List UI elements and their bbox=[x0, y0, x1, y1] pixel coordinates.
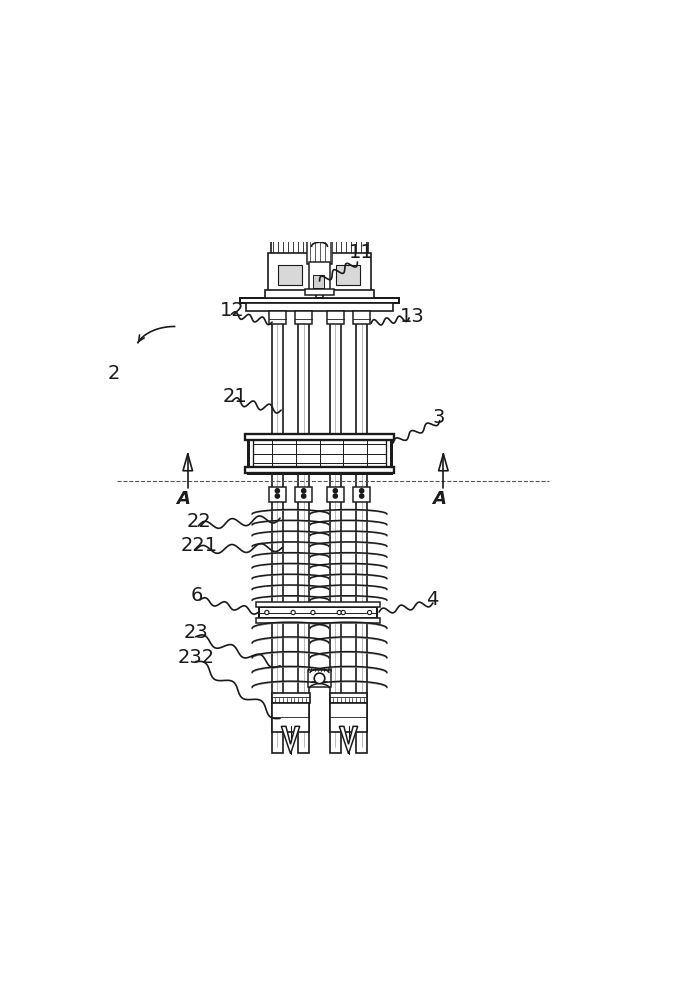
Bar bbox=[313, 275, 324, 288]
Circle shape bbox=[275, 494, 279, 498]
Circle shape bbox=[302, 494, 306, 498]
Bar bbox=[307, 235, 332, 264]
Text: 232: 232 bbox=[177, 648, 214, 667]
Text: 21: 21 bbox=[223, 387, 248, 406]
Bar bbox=[271, 693, 309, 703]
Text: 13: 13 bbox=[400, 307, 425, 326]
Bar bbox=[245, 467, 394, 473]
Bar bbox=[353, 487, 370, 502]
Bar bbox=[248, 434, 391, 473]
Bar bbox=[272, 302, 283, 753]
Bar bbox=[256, 618, 380, 623]
Text: 6: 6 bbox=[190, 586, 203, 605]
Text: 12: 12 bbox=[220, 301, 244, 320]
Bar bbox=[356, 302, 367, 753]
Bar bbox=[245, 303, 393, 311]
Bar bbox=[272, 703, 309, 732]
Bar bbox=[277, 265, 303, 285]
Bar bbox=[295, 487, 312, 502]
Text: 2: 2 bbox=[107, 364, 120, 383]
Bar bbox=[252, 438, 386, 469]
Text: 221: 221 bbox=[181, 536, 218, 555]
Text: A: A bbox=[432, 490, 445, 508]
Bar bbox=[330, 302, 341, 753]
Bar bbox=[295, 311, 312, 324]
Circle shape bbox=[311, 610, 315, 615]
Bar bbox=[336, 265, 360, 285]
Bar bbox=[328, 219, 369, 256]
Bar bbox=[308, 670, 331, 687]
Circle shape bbox=[367, 610, 372, 615]
Polygon shape bbox=[282, 726, 300, 754]
Bar bbox=[271, 219, 310, 256]
Bar bbox=[330, 703, 367, 732]
Polygon shape bbox=[339, 726, 358, 754]
Bar bbox=[326, 253, 371, 293]
Circle shape bbox=[333, 489, 337, 493]
Circle shape bbox=[291, 610, 295, 615]
Text: 3: 3 bbox=[432, 408, 445, 427]
Text: 4: 4 bbox=[426, 590, 439, 609]
Circle shape bbox=[360, 489, 364, 493]
Circle shape bbox=[275, 489, 279, 493]
Bar bbox=[353, 311, 370, 324]
Bar bbox=[330, 693, 367, 703]
Bar bbox=[269, 487, 286, 502]
Bar bbox=[268, 253, 313, 293]
Bar bbox=[269, 311, 286, 324]
Bar bbox=[324, 290, 373, 298]
Bar bbox=[305, 289, 335, 295]
Bar bbox=[299, 302, 309, 753]
Bar bbox=[256, 602, 380, 607]
Circle shape bbox=[337, 610, 341, 615]
Circle shape bbox=[314, 673, 325, 684]
Text: 23: 23 bbox=[184, 623, 209, 642]
Circle shape bbox=[360, 494, 364, 498]
Bar bbox=[259, 607, 377, 618]
Circle shape bbox=[333, 494, 337, 498]
Circle shape bbox=[265, 610, 269, 615]
Circle shape bbox=[302, 489, 306, 493]
Text: 11: 11 bbox=[348, 243, 373, 262]
Text: A: A bbox=[176, 490, 190, 508]
Bar bbox=[241, 298, 398, 303]
Bar bbox=[245, 434, 394, 440]
Bar bbox=[309, 262, 330, 291]
Text: 22: 22 bbox=[186, 512, 211, 531]
Bar bbox=[327, 311, 344, 324]
Bar bbox=[265, 290, 316, 298]
Bar bbox=[327, 487, 344, 502]
Circle shape bbox=[341, 610, 345, 615]
